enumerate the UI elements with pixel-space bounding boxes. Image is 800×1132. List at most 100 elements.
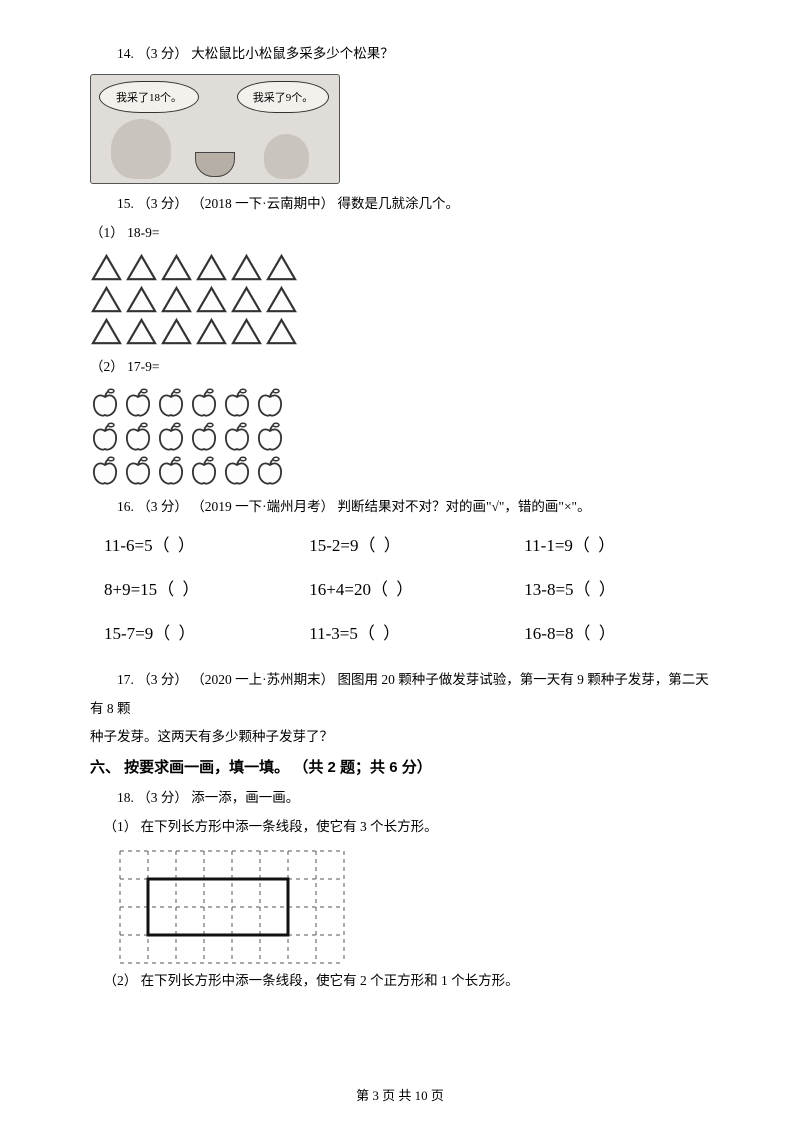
equation-cell: 8+9=15 （ ） — [104, 568, 309, 612]
triangle-icon — [125, 253, 158, 283]
equation-paren: （ ） — [574, 612, 618, 656]
q15-apples — [90, 387, 710, 487]
q16-source: （2019 一下·端州月考） — [191, 499, 334, 514]
q17-line2: 种子发芽。这两天有多少颗种子发芽了？ — [90, 723, 710, 751]
apple-icon — [90, 387, 120, 419]
q18-grid-figure — [118, 849, 358, 959]
triangle-icon — [160, 253, 193, 283]
q17-points: （3 分） — [137, 672, 188, 687]
q15-sub1: （1） 18-9= — [90, 219, 710, 247]
triangle-icon — [125, 285, 158, 315]
apple-icon — [123, 387, 153, 419]
bubble-right: 我采了9个。 — [237, 81, 329, 113]
apple-icon — [189, 421, 219, 453]
triangle-icon — [195, 317, 228, 347]
equation-expr: 16-8=8 — [524, 612, 573, 656]
equation-row: 11-6=5 （ ）15-2=9 （ ）11-1=9 （ ） — [104, 524, 710, 568]
apple-icon — [123, 455, 153, 487]
triangle-icon — [265, 253, 298, 283]
apple-icon — [156, 455, 186, 487]
equation-expr: 11-1=9 — [524, 524, 573, 568]
q15-triangles — [90, 253, 710, 347]
q17-line1: 17. （3 分） （2020 一上·苏州期末） 图图用 20 颗种子做发芽试验… — [90, 666, 710, 723]
q15-sub2-label: （2） — [90, 359, 124, 374]
apple-icon — [156, 387, 186, 419]
triangle-icon — [90, 253, 123, 283]
equation-cell: 16-8=8 （ ） — [524, 612, 710, 656]
q18-sub1-label: （1） — [104, 819, 138, 834]
q15-sub1-expr: 18-9= — [127, 225, 159, 240]
squirrel-left-icon — [111, 119, 171, 179]
q14-num: 14. — [117, 46, 134, 61]
q15-text: 得数是几就涂几个。 — [338, 196, 460, 211]
q17-source: （2020 一上·苏州期末） — [191, 672, 334, 687]
apple-icon — [222, 455, 252, 487]
apple-icon — [222, 421, 252, 453]
section6-label: 六、 按要求画一画，填一填。 — [90, 759, 289, 776]
equation-cell: 16+4=20 （ ） — [309, 568, 524, 612]
q14-text: 大松鼠比小松鼠多采多少个松果？ — [191, 46, 394, 61]
equation-cell: 15-7=9 （ ） — [104, 612, 309, 656]
apple-icon — [123, 421, 153, 453]
equation-paren: （ ） — [359, 524, 403, 568]
q16-num: 16. — [117, 499, 134, 514]
q16-line: 16. （3 分） （2019 一下·端州月考） 判断结果对不对？对的画"√"，… — [90, 493, 710, 521]
q14-points: （3 分） — [137, 46, 188, 61]
triangle-icon — [90, 317, 123, 347]
triangle-icon — [265, 317, 298, 347]
equation-paren: （ ） — [153, 524, 197, 568]
triangle-icon — [160, 317, 193, 347]
equation-cell: 11-3=5 （ ） — [309, 612, 524, 656]
squirrel-illustration: 我采了18个。 我采了9个。 — [90, 74, 340, 184]
equation-paren: （ ） — [153, 612, 197, 656]
equation-expr: 8+9=15 — [104, 568, 157, 612]
bubble-left: 我采了18个。 — [99, 81, 199, 113]
triangle-icon — [230, 285, 263, 315]
triangle-icon — [195, 285, 228, 315]
equation-cell: 15-2=9 （ ） — [309, 524, 524, 568]
squirrel-right-icon — [264, 134, 309, 179]
equation-expr: 11-6=5 — [104, 524, 153, 568]
equation-row: 8+9=15 （ ）16+4=20 （ ）13-8=5 （ ） — [104, 568, 710, 612]
q18-sub2-label: （2） — [104, 973, 138, 988]
section6-meta: （共 2 题；共 6 分） — [293, 759, 431, 776]
equation-paren: （ ） — [157, 568, 201, 612]
apple-icon — [189, 387, 219, 419]
q18-line: 18. （3 分） 添一添，画一画。 — [90, 784, 710, 812]
q18-sub2: （2） 在下列长方形中添一条线段，使它有 2 个正方形和 1 个长方形。 — [90, 967, 710, 995]
q18-sub1: （1） 在下列长方形中添一条线段，使它有 3 个长方形。 — [90, 813, 710, 841]
equation-paren: （ ） — [574, 568, 618, 612]
equation-cell: 13-8=5 （ ） — [524, 568, 710, 612]
q18-num: 18. — [117, 790, 134, 805]
q18-points: （3 分） — [137, 790, 188, 805]
equation-expr: 15-7=9 — [104, 612, 153, 656]
q15-line: 15. （3 分） （2018 一下·云南期中） 得数是几就涂几个。 — [90, 190, 710, 218]
q17-num: 17. — [117, 672, 134, 687]
q18-sub2-text: 在下列长方形中添一条线段，使它有 2 个正方形和 1 个长方形。 — [141, 973, 519, 988]
page-footer: 第 3 页 共 10 页 — [0, 1085, 800, 1104]
q16-equations: 11-6=5 （ ）15-2=9 （ ）11-1=9 （ ）8+9=15 （ ）… — [90, 522, 710, 667]
section6-heading: 六、 按要求画一画，填一填。 （共 2 题；共 6 分） — [90, 751, 710, 784]
q14-image: 我采了18个。 我采了9个。 — [90, 74, 710, 184]
triangle-icon — [195, 253, 228, 283]
q15-sub1-label: （1） — [90, 225, 124, 240]
q15-points: （3 分） — [137, 196, 188, 211]
q16-points: （3 分） — [137, 499, 188, 514]
apple-icon — [255, 421, 285, 453]
triangle-icon — [265, 285, 298, 315]
apple-icon — [90, 421, 120, 453]
equation-paren: （ ） — [371, 568, 415, 612]
triangle-icon — [160, 285, 193, 315]
equation-paren: （ ） — [358, 612, 402, 656]
q15-sub2: （2） 17-9= — [90, 353, 710, 381]
q15-num: 15. — [117, 196, 134, 211]
triangle-icon — [90, 285, 123, 315]
apple-icon — [156, 421, 186, 453]
q16-text: 判断结果对不对？对的画"√"，错的画"×"。 — [338, 499, 591, 514]
apple-icon — [255, 387, 285, 419]
apple-icon — [222, 387, 252, 419]
triangle-icon — [230, 317, 263, 347]
basket-icon — [195, 152, 235, 177]
apple-icon — [90, 455, 120, 487]
q18-sub1-text: 在下列长方形中添一条线段，使它有 3 个长方形。 — [141, 819, 438, 834]
